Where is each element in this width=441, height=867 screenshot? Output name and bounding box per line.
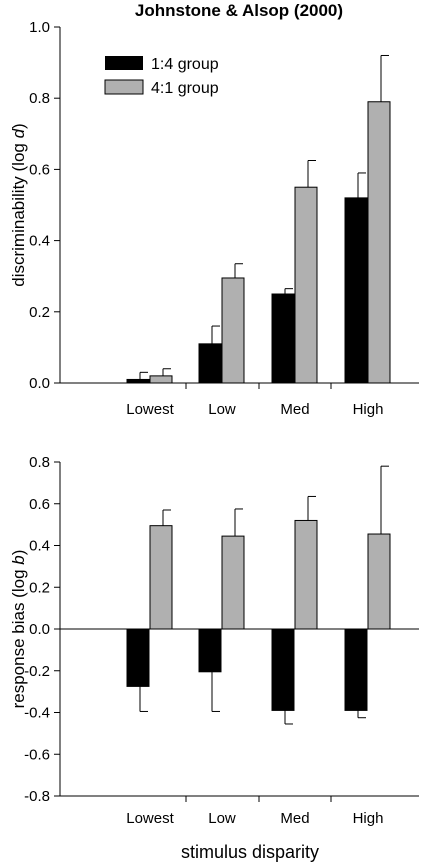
y-tick-label: 0.4 [29,538,50,555]
x-axis-label: stimulus disparity [181,842,319,862]
x-tick-label-high: High [353,401,384,418]
bar-1-4-low [198,343,222,384]
x-tick-label-low: Low [208,401,236,418]
bar-1-4-lowest [126,628,150,687]
bar-4-1-low [221,535,245,630]
y-tick-label: 0.0 [29,375,50,392]
x-tick-label-low: Low [208,810,236,827]
y-tick-label: -0.4 [24,705,50,722]
y-tick-label: 0.8 [29,90,50,107]
bar-1-4-high [344,197,368,384]
bar-4-1-lowest [149,375,173,384]
y-tick-label: -0.8 [24,788,50,805]
legend: 1:4 group 4:1 group [104,56,219,97]
x-tick-label-med: Med [280,401,309,418]
y-tick-label: 0.2 [29,304,50,321]
bar-4-1-lowest [149,525,173,630]
legend-swatch-1-4-group [105,56,143,70]
bar-1-4-lowest [126,378,150,384]
bar-4-1-low [221,277,245,384]
y-tick-label: 1.0 [29,19,50,36]
y-tick-label: 0.6 [29,161,50,178]
response-bias-panel: -0.8 -0.6 -0.4 -0.2 0.0 0.2 0.4 0.6 0.8 Lowest Low… [9,454,419,827]
bar-4-1-high [367,101,391,384]
y-tick-label: 0.0 [29,621,50,638]
y-tick-label: 0.4 [29,233,50,250]
bar-1-4-low [198,628,222,673]
y-tick-label: 0.6 [29,496,50,513]
y-tick-label: 0.8 [29,454,50,471]
chart-title: Johnstone & Alsop (2000) [135,1,343,20]
x-tick-label-high: High [353,810,384,827]
y-axis-label: discriminability (log d) [9,123,28,286]
x-tick-label-lowest: Lowest [126,401,174,418]
y-tick-label: -0.2 [24,663,50,680]
bar-1-4-med [271,293,295,384]
y-tick-label: 0.2 [29,579,50,596]
x-tick-label-med: Med [280,810,309,827]
y-axis-label: response bias (log b) [9,550,28,709]
bar-4-1-med [294,186,318,384]
y-tick-label: -0.6 [24,746,50,763]
bar-4-1-high [367,533,391,630]
legend-label-1-4-group: 1:4 group [151,56,219,73]
bar-4-1-med [294,519,318,630]
discriminability-panel: 0.0 0.2 0.4 0.6 0.8 1.0 Lowest Low Med High discri… [9,19,419,418]
x-tick-label-lowest: Lowest [126,810,174,827]
legend-label-4-1-group: 4:1 group [151,80,219,97]
bar-1-4-med [271,628,295,711]
legend-swatch-4-1-group [104,79,144,95]
bar-1-4-high [344,628,368,711]
